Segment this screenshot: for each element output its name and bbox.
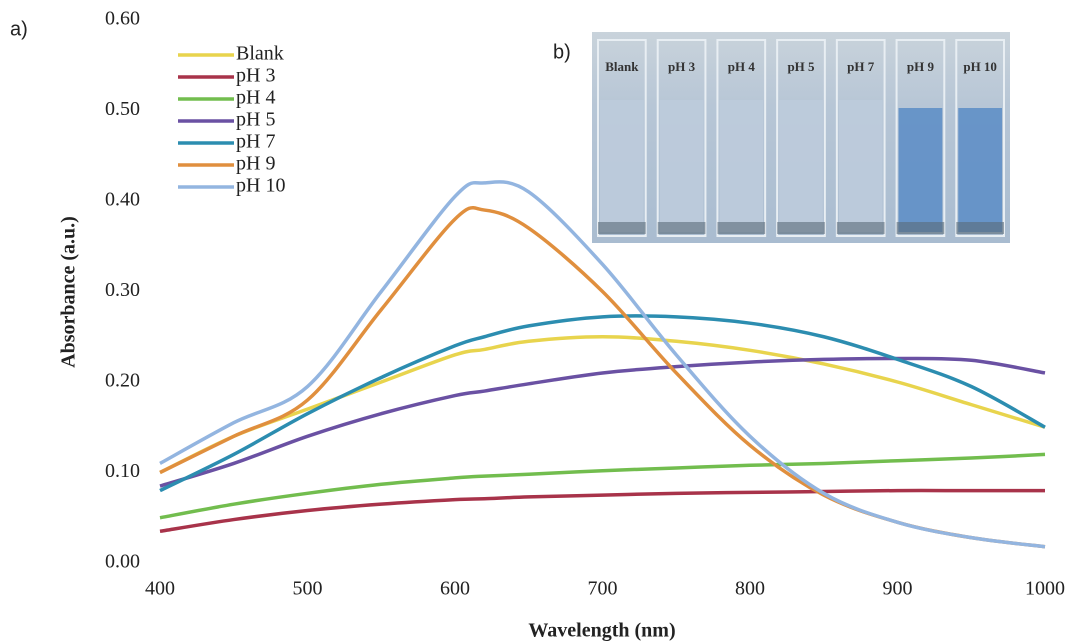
x-tick-label: 700 [588, 578, 618, 600]
cuvette-label: Blank [605, 59, 639, 74]
y-tick-label: 0.00 [105, 551, 140, 573]
x-axis-title: Wavelength (nm) [528, 620, 675, 642]
solution [958, 108, 1002, 232]
x-tick-label: 400 [145, 578, 175, 600]
cuvette-base [717, 222, 766, 234]
legend-label: pH 7 [236, 131, 275, 153]
series-line [159, 488, 1045, 534]
y-tick-label: 0.40 [105, 189, 140, 211]
cuvette-base [956, 222, 1004, 234]
legend-label: pH 3 [236, 65, 275, 87]
x-tick-label: 800 [735, 578, 765, 600]
series-line [159, 335, 1046, 475]
cuvette-base [777, 222, 825, 234]
legend-label: pH 9 [236, 153, 275, 175]
y-tick-label: 0.50 [105, 98, 140, 120]
cuvette-label: pH 3 [668, 59, 696, 74]
cuvette [597, 39, 647, 237]
series-line [159, 180, 1046, 549]
x-tick-label: 900 [883, 578, 913, 600]
cuvette [835, 39, 886, 237]
series-line [159, 452, 1046, 520]
solution [898, 108, 943, 232]
solution [600, 100, 644, 232]
cuvette-label: pH 5 [787, 59, 815, 74]
x-tick-label: 600 [440, 578, 470, 600]
cuvette [895, 39, 946, 237]
cuvette-base [836, 222, 885, 234]
cuvette [716, 39, 767, 237]
y-tick-label: 0.10 [105, 460, 140, 482]
y-tick-label: 0.30 [105, 279, 140, 301]
x-tick-label: 500 [293, 578, 323, 600]
cuvette-label: pH 4 [728, 59, 756, 74]
cuvette-label: pH 9 [907, 59, 935, 74]
legend-label: pH 10 [236, 175, 285, 197]
solution [719, 100, 764, 232]
y-axis-title: Absorbance (a.u.) [58, 216, 80, 368]
inset-label: b) [553, 41, 571, 63]
cuvette [656, 39, 707, 237]
legend-label: Blank [236, 43, 284, 65]
y-tick-label: 0.20 [105, 370, 140, 392]
cuvette [955, 39, 1005, 237]
series-line [159, 314, 1046, 493]
legend-label: pH 5 [236, 109, 275, 131]
cuvette-base [896, 222, 945, 234]
cuvette [776, 39, 826, 237]
legend-label: pH 4 [236, 87, 275, 109]
panel-label: a) [10, 18, 28, 40]
x-tick-label: 1000 [1025, 578, 1065, 600]
inset-photo: Blank pH 3 pH 4 pH 5 pH 7 pH 9 pH 10 [592, 32, 1010, 243]
solution [838, 100, 883, 232]
y-tick-label: 0.60 [105, 8, 140, 30]
cuvette-base [598, 222, 646, 234]
solution [779, 100, 823, 232]
cuvette-label: pH 7 [847, 59, 875, 74]
solution [659, 100, 704, 232]
cuvette-base [657, 222, 706, 234]
cuvette-label: pH 10 [963, 59, 997, 74]
